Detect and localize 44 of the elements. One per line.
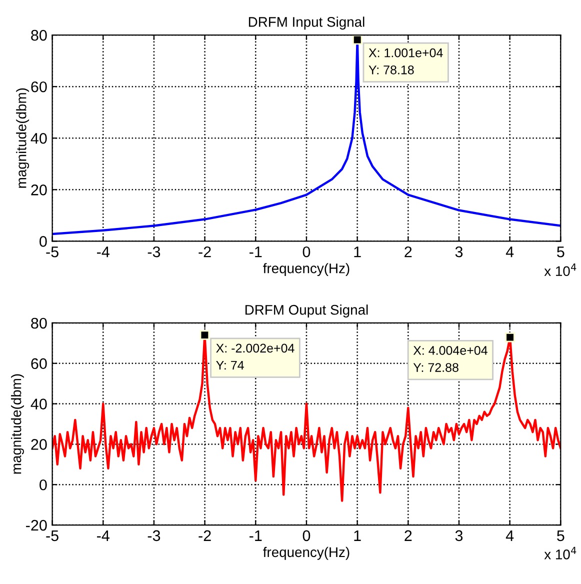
x-tick-label: 4 — [506, 246, 514, 258]
annotation: X: -2.002e+04 Y: 74 — [216, 344, 294, 370]
x-axis-title: frequency(Hz) — [263, 546, 350, 560]
x-tick-label: -4 — [97, 246, 110, 258]
y-tick-label: 60 — [31, 358, 47, 370]
y-tick-label: 80 — [31, 318, 47, 329]
y-tick-label: 60 — [31, 81, 47, 92]
text: x 10$^{4}$ — [544, 546, 576, 560]
x-tick-label: 2 — [404, 530, 412, 541]
x-tick-label: -2 — [198, 530, 211, 541]
annotation: X: 4.004e+04 Y: 72.88 — [413, 346, 488, 372]
y-tick-label: -20 — [26, 520, 47, 531]
x-tick-label: 3 — [455, 246, 463, 258]
x-tick-label: 1 — [354, 530, 361, 541]
y-tick-label: 40 — [30, 398, 47, 410]
x-tick-label: -4 — [97, 530, 110, 541]
y-tick-label: 40 — [30, 132, 47, 144]
x-tick-label: 5 — [557, 246, 564, 258]
x-tick-label: -5 — [46, 530, 58, 542]
x-tick-label: -1 — [250, 246, 262, 258]
y-tick-label: 0 — [40, 479, 47, 490]
y-axis-title: magnitude(dbm) — [16, 88, 30, 188]
x-tick-label: -2 — [198, 246, 211, 258]
x-axis-title: frequency(Hz) — [263, 263, 350, 276]
annotation: X: 1.001e+04 Y: 78.18 — [368, 48, 443, 74]
chart-title: DRFM Ouput Signal — [245, 304, 368, 318]
y-tick-label: 0 — [40, 236, 47, 247]
x-tick-label: 0 — [302, 530, 310, 542]
y-axis-title: magnitude(dbm) — [11, 374, 24, 474]
x-tick-label: -1 — [250, 530, 262, 541]
chart-title: DRFM Input Signal — [248, 16, 364, 30]
x-tick-label: -3 — [148, 530, 160, 542]
y-tick-label: 20 — [31, 184, 47, 196]
y-tick-label: 20 — [31, 439, 47, 450]
x-tick-label: -5 — [46, 246, 58, 258]
x-tick-label: 0 — [302, 246, 310, 258]
y-tick-label: 80 — [31, 30, 47, 41]
x-tick-label: 4 — [506, 530, 514, 541]
text: x 10$^{4}$ — [544, 263, 576, 276]
x-tick-label: -3 — [148, 246, 160, 258]
x-tick-label: 1 — [354, 246, 361, 258]
x-tick-label: 5 — [557, 530, 564, 542]
x-tick-label: 3 — [455, 530, 463, 542]
x-tick-label: 2 — [404, 246, 412, 258]
